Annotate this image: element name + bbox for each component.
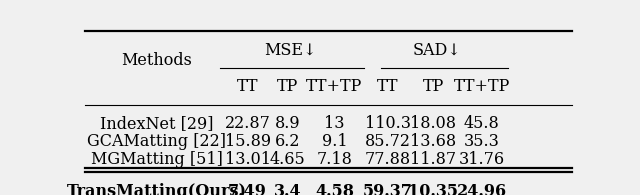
Text: SAD↓: SAD↓: [413, 42, 461, 59]
Text: Methods: Methods: [122, 52, 192, 69]
Text: TT: TT: [377, 78, 398, 95]
Text: TT: TT: [237, 78, 259, 95]
Text: MGMatting [51]: MGMatting [51]: [91, 151, 223, 168]
Text: 11.87: 11.87: [410, 151, 456, 168]
Text: 59.37: 59.37: [363, 183, 412, 195]
Text: 24.96: 24.96: [457, 183, 507, 195]
Text: 6.2: 6.2: [275, 133, 300, 150]
Text: 4.58: 4.58: [315, 183, 354, 195]
Text: 35.3: 35.3: [464, 133, 500, 150]
Text: 45.8: 45.8: [464, 115, 500, 132]
Text: 13.01: 13.01: [225, 151, 271, 168]
Text: 7.49: 7.49: [228, 183, 267, 195]
Text: GCAMatting [22]: GCAMatting [22]: [88, 133, 227, 150]
Text: TT+TP: TT+TP: [307, 78, 363, 95]
Text: IndexNet [29]: IndexNet [29]: [100, 115, 214, 132]
Text: 18.08: 18.08: [410, 115, 456, 132]
Text: 7.18: 7.18: [317, 151, 353, 168]
Text: 85.72: 85.72: [365, 133, 410, 150]
Text: TP: TP: [276, 78, 298, 95]
Text: TT+TP: TT+TP: [454, 78, 510, 95]
Text: 13: 13: [324, 115, 345, 132]
Text: 3.4: 3.4: [273, 183, 301, 195]
Text: TP: TP: [422, 78, 444, 95]
Text: 110.3: 110.3: [365, 115, 410, 132]
Text: MSE↓: MSE↓: [264, 42, 317, 59]
Text: 9.1: 9.1: [322, 133, 348, 150]
Text: 10.35: 10.35: [408, 183, 458, 195]
Text: 77.88: 77.88: [364, 151, 411, 168]
Text: 4.65: 4.65: [269, 151, 305, 168]
Text: 15.89: 15.89: [225, 133, 271, 150]
Text: TransMatting(Ours): TransMatting(Ours): [67, 183, 247, 195]
Text: 22.87: 22.87: [225, 115, 271, 132]
Text: 31.76: 31.76: [459, 151, 505, 168]
Text: 13.68: 13.68: [410, 133, 456, 150]
Text: 8.9: 8.9: [275, 115, 300, 132]
